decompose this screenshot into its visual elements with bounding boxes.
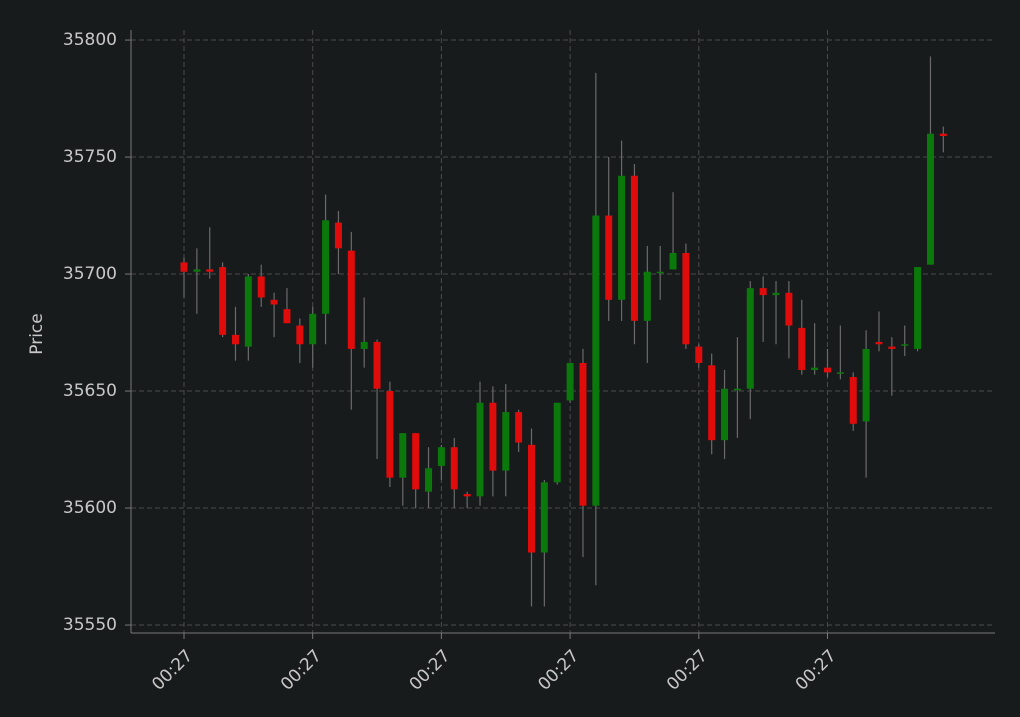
candle-body [283,309,291,324]
candle-body [322,220,330,314]
y-tick-label: 35650 [63,381,117,401]
candle-body [296,325,304,345]
candle-body [759,288,767,296]
candle-body [875,341,883,345]
candle-body [862,348,870,422]
candle-body [811,367,819,370]
candle-body [901,344,909,346]
candle-body [360,341,368,349]
candle-body [592,215,600,506]
candle-body [914,267,922,349]
candle-body [939,133,947,136]
candle-body [450,447,458,490]
candle-body [244,276,252,347]
candle-body [772,292,780,296]
candle-body [231,334,239,345]
candle-body [669,252,677,270]
y-tick-label: 35550 [63,615,117,635]
candle-body [746,288,754,389]
candle-body [463,494,471,497]
candle-body [926,133,934,265]
candle-body [566,362,574,401]
y-tick-label: 35600 [63,498,117,518]
candle-body [618,175,626,300]
candle-body [682,252,690,345]
candle-body [798,327,806,370]
candle-body [412,433,420,490]
y-tick-label: 35700 [63,264,117,284]
candle-body [888,346,896,349]
candle-body [180,262,188,272]
candle-body [824,367,831,373]
candle-body [733,388,741,391]
candle-body [721,388,729,441]
candle-body [219,267,227,335]
candle-body [347,250,355,349]
y-tick-label: 35750 [63,147,117,167]
candle-body [605,215,613,300]
candle-body [695,346,703,363]
candle-body [193,269,201,272]
candle-body [502,412,510,471]
candle-body [849,377,857,424]
candle-body [630,175,638,321]
candle-body [643,271,651,321]
y-axis-label: Price [27,313,47,354]
candle-body [489,402,497,471]
candle-body [270,299,278,305]
candle-body [437,447,445,466]
candle-body [708,365,716,441]
candle-body [373,341,381,389]
candle-body [425,468,433,492]
candle-body [476,402,484,497]
candle-body [257,276,265,298]
candle-body [309,313,317,345]
candle-body [553,402,561,483]
candle-body [579,362,587,506]
candle-body [540,482,548,553]
candle-body [334,222,342,249]
candle-body [785,292,793,326]
candle-body [527,444,535,553]
candle-body [386,391,394,478]
y-tick-label: 35800 [63,30,117,50]
candle-body [656,271,664,274]
candle-body [206,269,214,272]
candle-body [399,433,407,478]
candle-body [515,412,523,443]
candle-body [836,372,844,374]
